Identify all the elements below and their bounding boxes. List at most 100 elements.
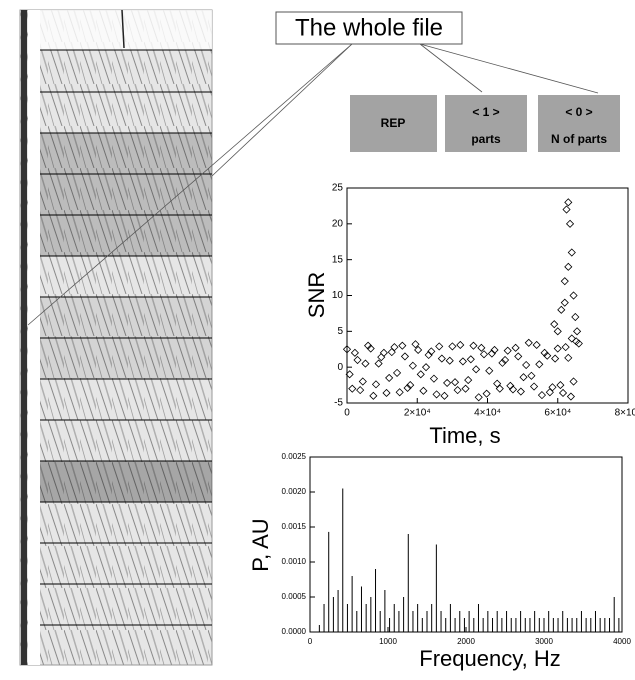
y-tick-label: 0.0015 bbox=[282, 522, 307, 531]
x-tick-label: 4×10⁴ bbox=[474, 408, 501, 419]
x-tick-label: 1000 bbox=[379, 637, 397, 646]
point bbox=[482, 389, 491, 398]
x-axis-title: Frequency, Hz bbox=[419, 646, 560, 671]
point bbox=[461, 384, 470, 393]
point bbox=[571, 312, 580, 322]
point bbox=[569, 291, 578, 300]
y-axis-title: P, AU bbox=[248, 518, 273, 571]
point bbox=[377, 353, 386, 362]
button[interactable]: REP bbox=[350, 95, 437, 152]
point bbox=[466, 355, 475, 364]
point bbox=[490, 345, 499, 355]
callout-lines bbox=[27, 43, 599, 326]
point bbox=[416, 370, 425, 379]
point bbox=[411, 340, 420, 349]
button[interactable]: < 1 > parts bbox=[445, 95, 527, 152]
y-tick-label: 0.0000 bbox=[282, 627, 307, 636]
annotation-box bbox=[275, 11, 463, 45]
x-axis-title: Time, s bbox=[429, 423, 500, 448]
point bbox=[358, 377, 367, 386]
point bbox=[573, 327, 582, 336]
point bbox=[561, 343, 570, 352]
y-tick-label: 10 bbox=[332, 290, 344, 301]
point bbox=[527, 371, 536, 380]
x-tick-label: 0 bbox=[308, 637, 313, 646]
button[interactable]: < 0 > N of parts bbox=[538, 95, 620, 152]
point bbox=[498, 358, 507, 367]
point bbox=[424, 350, 433, 360]
y-tick-label: 0.0020 bbox=[282, 487, 307, 496]
x-tick-label: 3000 bbox=[535, 637, 553, 646]
x-tick-label: 8×10⁴ bbox=[615, 408, 635, 419]
point bbox=[464, 376, 473, 385]
point bbox=[569, 377, 578, 386]
y-tick-label: -5 bbox=[334, 398, 343, 409]
button-value[interactable]: < 1 > bbox=[472, 105, 499, 119]
point bbox=[366, 344, 375, 353]
x-tick-label: 0 bbox=[344, 408, 350, 419]
point bbox=[493, 379, 502, 388]
point bbox=[435, 342, 444, 351]
point bbox=[445, 356, 454, 365]
point bbox=[537, 391, 547, 400]
point bbox=[398, 341, 407, 350]
dynamic-spectrum bbox=[19, 9, 213, 666]
point bbox=[558, 388, 568, 398]
y-tick-label: 15 bbox=[332, 254, 344, 265]
point bbox=[560, 277, 569, 286]
point bbox=[345, 370, 354, 379]
point bbox=[485, 366, 494, 375]
point bbox=[565, 219, 575, 228]
y-tick-label: 20 bbox=[332, 218, 344, 229]
point bbox=[472, 365, 481, 374]
point bbox=[458, 357, 467, 366]
point bbox=[487, 349, 496, 358]
point bbox=[440, 391, 449, 400]
plot-frame bbox=[346, 187, 629, 404]
point bbox=[342, 345, 352, 354]
y-tick-label: 0.0005 bbox=[282, 592, 307, 601]
point bbox=[374, 359, 383, 368]
x-tick-label: 4000 bbox=[613, 637, 631, 646]
button-value[interactable]: < 0 > bbox=[565, 105, 592, 119]
point bbox=[456, 340, 465, 350]
y-axis-title: SNR bbox=[304, 272, 329, 318]
point bbox=[550, 320, 559, 329]
x-tick-label: 2000 bbox=[457, 637, 475, 646]
point bbox=[506, 381, 515, 390]
point bbox=[551, 354, 560, 363]
point bbox=[516, 387, 525, 396]
point bbox=[574, 339, 583, 348]
point bbox=[477, 343, 486, 352]
point bbox=[567, 334, 576, 343]
button-label[interactable]: N of parts bbox=[551, 132, 607, 146]
point bbox=[390, 343, 399, 352]
point bbox=[443, 378, 452, 387]
point bbox=[395, 388, 404, 397]
point bbox=[522, 360, 531, 370]
point bbox=[421, 363, 431, 372]
y-tick-label: 0.0025 bbox=[282, 452, 307, 461]
point bbox=[474, 393, 483, 402]
point bbox=[382, 388, 391, 398]
point bbox=[432, 390, 441, 399]
point bbox=[429, 374, 438, 383]
point bbox=[529, 382, 539, 391]
x-tick-label: 2×10⁴ bbox=[404, 408, 431, 419]
point bbox=[400, 352, 410, 361]
point bbox=[353, 355, 362, 365]
point bbox=[356, 386, 365, 395]
point bbox=[379, 348, 388, 357]
button-label[interactable]: REP bbox=[381, 116, 406, 130]
point bbox=[419, 386, 428, 395]
button-label[interactable]: parts bbox=[471, 132, 501, 146]
x-tick-label: 6×10⁴ bbox=[544, 408, 571, 419]
point bbox=[564, 353, 573, 362]
point bbox=[479, 350, 489, 359]
point bbox=[519, 373, 528, 382]
point bbox=[532, 340, 541, 350]
y-tick-label: 5 bbox=[337, 326, 343, 337]
annotation: The whole file bbox=[295, 14, 443, 41]
